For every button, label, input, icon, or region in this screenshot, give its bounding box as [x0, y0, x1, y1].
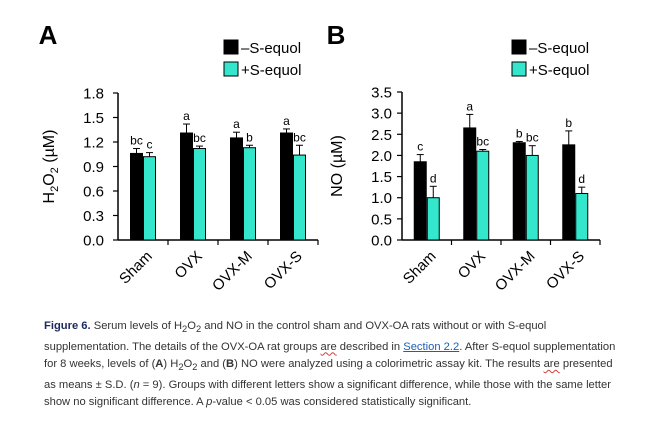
caption-italic: p [206, 396, 213, 409]
bar [293, 154, 306, 241]
caption-text: = 9). Groups with different letters show… [44, 378, 611, 409]
legend-label: –S-equol [529, 40, 589, 57]
y-axis-label-part: 2 [49, 186, 61, 192]
x-tick-label: OVX [171, 248, 205, 282]
x-tick-label: OVX-M [492, 248, 539, 295]
caption-sub: 2 [182, 324, 188, 335]
caption-text: and NO in the control sham and OVX-OA ra… [44, 320, 547, 353]
significance-label: bc [193, 131, 206, 145]
caption-text: Serum levels of H [90, 320, 183, 332]
x-tick-label: OVX-S [543, 248, 588, 293]
x-tick-label: Sham [116, 248, 156, 288]
significance-label: b [565, 116, 572, 130]
x-tick-label: Sham [400, 248, 440, 288]
significance-label: c [417, 140, 423, 154]
caption-sub: 2 [195, 324, 202, 335]
caption-bold: B [226, 358, 235, 371]
y-tick-label: 3.5 [371, 85, 392, 102]
legend-swatch [511, 39, 527, 55]
bar [575, 192, 589, 241]
y-tick-label: 0.5 [371, 211, 392, 228]
y-tick-label: 1.5 [371, 169, 392, 186]
caption-text: O [187, 320, 196, 332]
significance-label: bc [293, 130, 306, 144]
caption-text: -value < 0.05 was considered statistical… [212, 396, 472, 409]
y-tick-label: 0.0 [83, 233, 104, 250]
y-tick-label: 3.0 [371, 106, 392, 123]
y-axis-label: H2O2 (µM) [41, 130, 61, 204]
significance-label: a [183, 109, 190, 123]
caption-sub: 2 [192, 362, 198, 373]
y-tick-label: 1.5 [83, 110, 104, 127]
bar [476, 150, 490, 241]
y-axis-label-part: H [41, 192, 58, 204]
bar [230, 137, 243, 241]
caption-text: ) NO were analyzed using a colorimetric … [234, 358, 544, 371]
y-tick-label: 1.8 [83, 86, 104, 103]
bar [463, 127, 477, 241]
significance-label: d [430, 171, 437, 185]
y-tick-label: 1.2 [83, 135, 104, 152]
bar [512, 142, 526, 241]
caption-bold: A [155, 358, 164, 371]
caption-sub: 2 [178, 362, 184, 373]
significance-label: bc [526, 131, 539, 145]
panel-label: A [39, 20, 58, 50]
legend-swatch [223, 61, 239, 77]
y-tick-label: 2.5 [371, 127, 392, 144]
bar [413, 161, 427, 241]
y-axis-label-part: (µM) [41, 130, 58, 168]
bar [143, 156, 156, 241]
x-tick-label: OVX [455, 248, 489, 282]
legend-label: +S-equol [529, 62, 589, 79]
y-tick-label: 0.9 [83, 159, 104, 176]
significance-label: a [233, 117, 240, 131]
bar [130, 152, 143, 241]
y-axis-label: NO (µM) [329, 135, 346, 197]
significance-label: c [147, 138, 153, 152]
caption-text: presented as means ± S.D. ( [44, 358, 613, 391]
x-tick-label: OVX-M [209, 248, 256, 295]
significance-label: a [283, 114, 290, 128]
legend-label: –S-equol [241, 40, 301, 57]
figure-label: Figure 6. [44, 320, 91, 332]
significance-label: a [466, 99, 473, 113]
y-tick-label: 2.0 [371, 148, 392, 165]
significance-label: bc [476, 135, 489, 149]
y-tick-label: 0.0 [371, 233, 392, 250]
y-axis-label-part: 2 [49, 167, 61, 173]
caption-italic: n [133, 378, 140, 391]
section-link[interactable]: Section 2.2 [403, 340, 460, 353]
bar [562, 144, 576, 241]
bar [525, 154, 539, 241]
bar [280, 132, 293, 241]
caption-text: described in [336, 340, 404, 353]
y-axis-label-part: O [41, 173, 58, 185]
y-tick-label: 0.3 [83, 208, 104, 225]
figure-charts: A –S-equol+S-equol0.00.30.60.91.21.51.8H2… [39, 20, 601, 295]
bar [193, 148, 206, 241]
significance-label: d [578, 172, 585, 186]
significance-label: b [516, 126, 523, 140]
significance-label: b [246, 130, 253, 144]
y-tick-label: 0.6 [83, 184, 104, 201]
legend-label: +S-equol [241, 62, 301, 79]
figure-caption: Figure 6. Serum levels of H2O2 and NO in… [44, 318, 624, 412]
legend-swatch [223, 39, 239, 55]
caption-text: O [183, 358, 193, 371]
legend-swatch [511, 61, 527, 77]
bar [180, 132, 193, 241]
caption-text: and ( [197, 358, 227, 371]
bar [426, 197, 440, 241]
caption-text: are [543, 358, 560, 371]
caption-text: . After S-equol supplementation for 8 we… [44, 340, 616, 371]
caption-text: ) H [163, 358, 179, 371]
y-tick-label: 1.0 [371, 190, 392, 207]
bar [243, 147, 256, 241]
significance-label: bc [130, 134, 143, 148]
x-tick-label: OVX-S [261, 248, 306, 293]
caption-text: are [320, 340, 337, 353]
panel-label: B [327, 20, 346, 50]
